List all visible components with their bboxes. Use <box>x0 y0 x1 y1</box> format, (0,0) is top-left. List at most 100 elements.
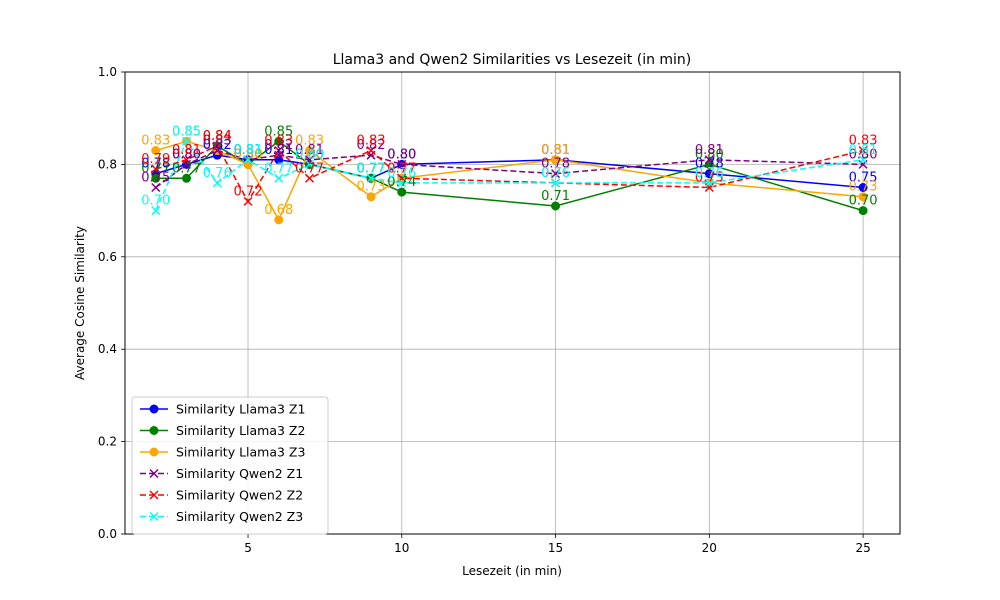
data-label: 0.70 <box>141 194 170 209</box>
data-label: 0.77 <box>172 161 201 176</box>
data-label: 0.80 <box>387 147 416 162</box>
data-label: 0.76 <box>695 166 724 181</box>
data-label: 0.80 <box>295 147 324 162</box>
data-point <box>366 192 376 202</box>
data-label: 0.83 <box>264 134 293 149</box>
data-point <box>243 155 253 165</box>
data-label: 0.82 <box>357 138 386 153</box>
data-label: 0.77 <box>387 161 416 176</box>
data-point-stroke <box>304 173 315 183</box>
data-point <box>151 173 161 183</box>
data-point <box>704 155 714 165</box>
data-label: 0.73 <box>849 180 878 195</box>
data-point <box>366 146 376 156</box>
data-point <box>551 155 561 165</box>
data-label: 0.76 <box>695 166 724 181</box>
data-point <box>858 146 868 156</box>
x-tick-label: 5 <box>244 541 252 555</box>
data-label: 0.81 <box>234 143 263 158</box>
data-label: 0.77 <box>357 161 386 176</box>
data-point-stroke <box>151 206 161 216</box>
data-point-stroke <box>181 155 192 165</box>
legend-entry: Similarity Qwen2 Z3 <box>140 509 303 524</box>
data-label: 0.74 <box>387 175 416 190</box>
data-label: 0.81 <box>234 143 263 158</box>
data-label: 0.77 <box>141 161 170 176</box>
legend-label: Similarity Qwen2 Z3 <box>176 509 303 524</box>
data-point <box>151 206 161 216</box>
data-point-stroke <box>212 141 222 151</box>
y-tick-label: 0.6 <box>98 250 117 264</box>
data-point-stroke <box>397 159 407 169</box>
data-label: 0.77 <box>264 161 293 176</box>
data-point-stroke <box>212 178 222 188</box>
data-point-stroke <box>181 136 192 146</box>
legend: Similarity Llama3 Z1 Similarity Llama3 Z2… <box>131 396 329 535</box>
data-label: 0.75 <box>141 171 170 186</box>
data-point-stroke <box>243 196 253 206</box>
data-point <box>243 196 253 206</box>
data-label: 0.83 <box>141 134 170 149</box>
data-point-stroke <box>151 164 161 174</box>
data-point <box>304 173 315 183</box>
y-tick-label: 1.0 <box>98 65 117 79</box>
data-label: 0.80 <box>849 147 878 162</box>
data-label: 0.80 <box>387 147 416 162</box>
y-tick-label: 0.4 <box>98 342 117 356</box>
data-label: 0.82 <box>264 138 293 153</box>
data-label: 0.85 <box>172 124 201 139</box>
chart-title: Llama3 and Qwen2 Similarities vs Lesezei… <box>333 52 692 68</box>
data-point-stroke <box>858 155 868 165</box>
axis-ticks: 5 10 15 20 25 0.0 0.2 0.4 0.6 0.8 1.0 <box>98 65 871 555</box>
legend-entry: Similarity Llama3 Z1 <box>140 402 305 417</box>
data-point <box>274 146 284 156</box>
legend-entry: Similarity Qwen2 Z2 <box>140 488 303 503</box>
data-label: 0.80 <box>234 147 263 162</box>
data-point-stroke <box>858 146 868 156</box>
data-point <box>858 206 868 216</box>
data-labels: 0.780.800.82 0.81 0.81 0.800.770.80 0.810.78… <box>141 124 877 218</box>
data-point <box>397 178 407 188</box>
data-label: 0.83 <box>203 134 232 149</box>
data-label: 0.78 <box>141 157 170 172</box>
data-point-stroke <box>243 155 253 165</box>
data-label: 0.78 <box>541 157 570 172</box>
data-label: 0.84 <box>203 129 232 144</box>
data-point <box>274 173 284 183</box>
data-label: 0.85 <box>264 124 293 139</box>
data-point <box>551 178 561 188</box>
data-label: 0.82 <box>203 138 232 153</box>
data-point <box>274 136 284 146</box>
data-point <box>182 173 192 183</box>
legend-marker-stroke <box>149 468 159 479</box>
data-label: 0.80 <box>295 147 324 162</box>
data-label: 0.84 <box>203 129 232 144</box>
data-label: 0.77 <box>357 161 386 176</box>
data-label: 0.76 <box>541 166 570 181</box>
data-label: 0.85 <box>172 124 201 139</box>
data-point-stroke <box>704 155 714 165</box>
data-label: 0.68 <box>264 203 293 218</box>
data-point <box>397 187 407 197</box>
data-label: 0.80 <box>172 147 201 162</box>
data-label: 0.83 <box>357 134 386 149</box>
data-label: 0.77 <box>387 161 416 176</box>
y-tick-label: 0.8 <box>98 157 117 171</box>
x-tick-label: 20 <box>702 541 717 555</box>
data-label: 0.73 <box>357 180 386 195</box>
data-point-stroke <box>274 146 284 156</box>
legend-marker <box>149 447 159 457</box>
data-label: 0.81 <box>541 143 570 158</box>
data-point <box>366 173 376 183</box>
legend-label: Similarity Qwen2 Z1 <box>176 466 303 481</box>
data-label: 0.71 <box>541 189 570 204</box>
y-tick-label: 0.0 <box>98 527 117 541</box>
data-point-stroke <box>366 146 376 156</box>
data-label: 0.76 <box>203 166 232 181</box>
data-label: 0.81 <box>541 143 570 158</box>
data-point <box>274 215 284 225</box>
y-tick-label: 0.2 <box>98 435 117 449</box>
data-point-stroke <box>274 173 284 183</box>
legend-marker <box>149 511 159 522</box>
